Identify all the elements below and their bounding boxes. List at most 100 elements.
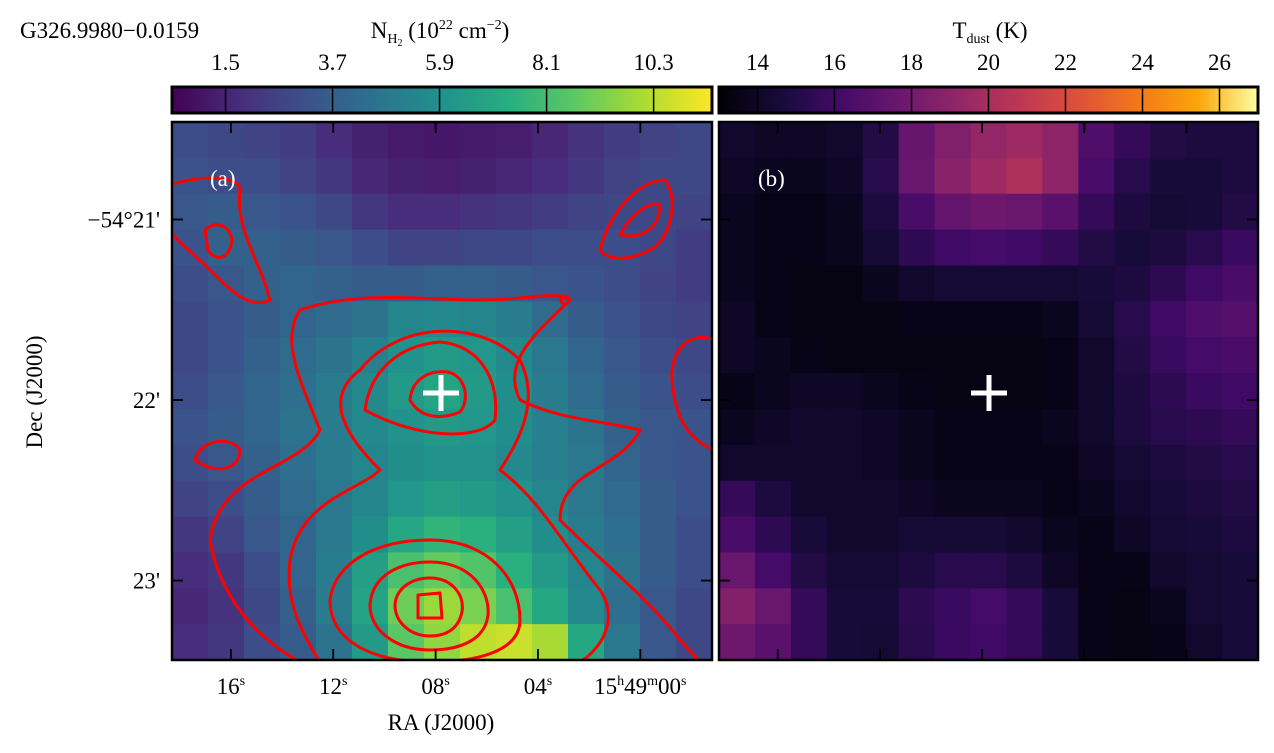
heatmap-cell (1078, 265, 1115, 302)
heatmap-cell (1222, 157, 1259, 195)
heatmap-cell (316, 337, 353, 374)
heatmap-cell (898, 122, 936, 159)
x-tick-label-part: 16 (217, 674, 240, 699)
heatmap-cell (1078, 193, 1115, 231)
heatmap-cell (826, 373, 864, 410)
heatmap-cell (898, 480, 936, 518)
heatmap-cell (460, 122, 497, 159)
contour (208, 294, 701, 660)
heatmap-cell (676, 408, 713, 446)
heatmap-cell (754, 588, 792, 625)
heatmap-cell (1186, 229, 1223, 267)
heatmap-cell (1006, 337, 1043, 374)
heatmap-cell (754, 229, 792, 267)
heatmap-cell (934, 408, 972, 446)
heatmap-cell (496, 157, 533, 195)
heatmap-cell (1150, 552, 1187, 589)
heatmap-cell (172, 408, 209, 446)
heatmap-cell (754, 157, 792, 195)
heatmap-cell (496, 444, 533, 482)
heatmap-cell (1114, 265, 1151, 302)
colorbar-label: NH2 (1022 cm−2) (371, 18, 510, 49)
heatmap-cell (1006, 301, 1043, 338)
heatmap-cell (532, 193, 569, 231)
heatmap-cell (676, 444, 713, 482)
heatmap-cell (1006, 373, 1043, 410)
heatmap-cell (676, 193, 713, 231)
heatmap-cell (934, 480, 972, 518)
heatmap-cell (1222, 408, 1259, 446)
heatmap-cell (862, 337, 900, 374)
heatmap-cell (1006, 157, 1043, 195)
x-tick-label-part: s (444, 674, 449, 689)
heatmap-cell (532, 157, 569, 195)
heatmap-cell (1042, 122, 1079, 159)
contour (287, 329, 610, 660)
heatmap-cell (424, 193, 461, 231)
colorbar-tick-label: 8.1 (532, 50, 561, 75)
heatmap-cell (676, 373, 713, 410)
heatmap-cell (970, 552, 1008, 589)
heatmap-cell (460, 588, 497, 625)
heatmap-cell (1078, 337, 1115, 374)
heatmap-cell (460, 229, 497, 267)
heatmap-cell (208, 408, 245, 446)
heatmap-cell (1150, 408, 1187, 446)
heatmap-cell (424, 624, 461, 661)
heatmap-cell (790, 301, 828, 338)
heatmap-cell (280, 444, 317, 482)
colorbar-tick-label: 26 (1208, 50, 1231, 75)
heatmap-cell (898, 588, 936, 625)
heatmap-cell (970, 588, 1008, 625)
heatmap-cell (244, 408, 281, 446)
heatmap-cell (754, 444, 792, 482)
heatmap-cell (1078, 373, 1115, 410)
colorbar-tick-label: 14 (746, 50, 770, 75)
source-markers (423, 375, 1007, 411)
heatmap-cell (826, 516, 864, 553)
heatmap-cell (568, 408, 605, 446)
heatmap-cell (898, 552, 936, 589)
heatmap-cell (1114, 193, 1151, 231)
heatmap-cell (1186, 193, 1223, 231)
heatmap-cell (1114, 408, 1151, 446)
colorbar-label: Tdust (K) (952, 18, 1027, 47)
heatmap-cell (970, 337, 1008, 374)
heatmap-cell (898, 337, 936, 374)
heatmap-cell (1222, 301, 1259, 338)
heatmaps (172, 122, 1259, 661)
colorbar-tick-label: 18 (900, 50, 923, 75)
x-axis-label: RA (J2000) (388, 710, 495, 735)
heatmap-cell (1078, 588, 1115, 625)
heatmap-cell (316, 301, 353, 338)
heatmap-cell (1186, 373, 1223, 410)
heatmap-cell (1042, 516, 1079, 553)
y-tick-label: 23' (133, 569, 160, 594)
panel-label: (b) (758, 166, 785, 191)
heatmap-cell (1150, 265, 1187, 302)
heatmap-cell (460, 337, 497, 374)
heatmap-cell (1042, 588, 1079, 625)
heatmap-cell (934, 157, 972, 195)
colorbar-tick-label: 3.7 (318, 50, 347, 75)
heatmap-cell (719, 337, 756, 374)
heatmap-cell (424, 552, 461, 589)
heatmap-cell (676, 265, 713, 302)
heatmap-cell (244, 552, 281, 589)
heatmap-cell (280, 337, 317, 374)
heatmap-cell (244, 444, 281, 482)
heatmap-cell (1150, 516, 1187, 553)
heatmap-cell (208, 373, 245, 410)
heatmap-cell (496, 588, 533, 625)
heatmap-cell (1150, 373, 1187, 410)
heatmap-cell (1222, 373, 1259, 410)
x-tick-label-part: 12 (319, 674, 342, 699)
heatmap-cell (460, 193, 497, 231)
heatmap-cell (719, 301, 756, 338)
heatmap-cell (790, 157, 828, 195)
heatmap-cell (1078, 552, 1115, 589)
x-tick-label-part: 00 (658, 674, 681, 699)
heatmap-cell (604, 588, 641, 625)
colorbar-tick-label: 20 (977, 50, 1000, 75)
